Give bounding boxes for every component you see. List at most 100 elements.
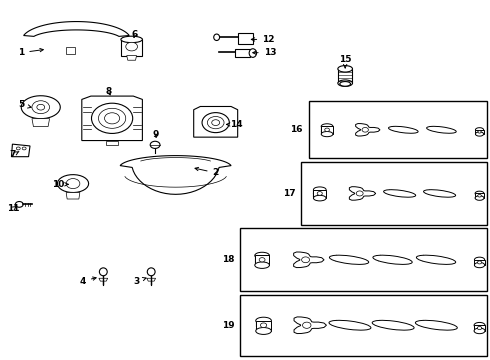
Ellipse shape bbox=[99, 268, 107, 276]
Circle shape bbox=[302, 257, 310, 263]
Ellipse shape bbox=[256, 328, 271, 334]
Ellipse shape bbox=[147, 268, 155, 276]
Polygon shape bbox=[66, 46, 74, 54]
Ellipse shape bbox=[416, 320, 457, 330]
Ellipse shape bbox=[214, 34, 220, 41]
Ellipse shape bbox=[423, 190, 456, 197]
Circle shape bbox=[317, 192, 322, 195]
Circle shape bbox=[126, 42, 138, 51]
Circle shape bbox=[98, 108, 126, 128]
Polygon shape bbox=[24, 22, 129, 36]
Polygon shape bbox=[321, 126, 333, 134]
Text: 1: 1 bbox=[18, 48, 43, 57]
Ellipse shape bbox=[255, 262, 270, 269]
Ellipse shape bbox=[255, 252, 270, 259]
Circle shape bbox=[22, 147, 26, 150]
Ellipse shape bbox=[314, 187, 326, 193]
Ellipse shape bbox=[372, 320, 414, 330]
Circle shape bbox=[32, 101, 49, 114]
Polygon shape bbox=[294, 317, 326, 334]
Circle shape bbox=[261, 323, 267, 328]
Text: 5: 5 bbox=[18, 100, 31, 109]
Polygon shape bbox=[338, 69, 352, 83]
Ellipse shape bbox=[314, 195, 326, 201]
Bar bbox=[309, 101, 487, 158]
Polygon shape bbox=[356, 123, 380, 136]
Text: 16: 16 bbox=[290, 125, 303, 134]
Ellipse shape bbox=[384, 190, 416, 197]
Polygon shape bbox=[475, 193, 484, 198]
Circle shape bbox=[362, 127, 368, 132]
Ellipse shape bbox=[427, 126, 456, 133]
Circle shape bbox=[15, 202, 23, 207]
Circle shape bbox=[325, 128, 329, 131]
Polygon shape bbox=[11, 144, 30, 157]
Polygon shape bbox=[127, 55, 137, 60]
Circle shape bbox=[66, 179, 80, 189]
Circle shape bbox=[37, 104, 45, 110]
Bar bbox=[240, 295, 487, 356]
Polygon shape bbox=[256, 321, 271, 331]
Circle shape bbox=[207, 117, 224, 129]
Text: 18: 18 bbox=[222, 255, 234, 264]
Circle shape bbox=[202, 113, 229, 132]
Bar bbox=[301, 162, 487, 225]
Ellipse shape bbox=[338, 80, 352, 86]
Ellipse shape bbox=[249, 49, 256, 57]
Circle shape bbox=[302, 322, 311, 328]
Text: 7: 7 bbox=[10, 150, 19, 159]
Text: 14: 14 bbox=[226, 120, 243, 129]
Ellipse shape bbox=[338, 66, 352, 72]
Ellipse shape bbox=[474, 257, 485, 262]
Polygon shape bbox=[238, 33, 253, 44]
Text: 17: 17 bbox=[283, 189, 295, 198]
Text: 9: 9 bbox=[153, 130, 159, 139]
Ellipse shape bbox=[389, 126, 418, 133]
Ellipse shape bbox=[474, 323, 485, 328]
Circle shape bbox=[478, 194, 481, 197]
Text: 6: 6 bbox=[132, 30, 138, 39]
Ellipse shape bbox=[321, 124, 333, 129]
Polygon shape bbox=[99, 278, 108, 281]
Circle shape bbox=[477, 327, 482, 330]
Polygon shape bbox=[314, 190, 326, 198]
Polygon shape bbox=[475, 130, 484, 134]
Circle shape bbox=[92, 103, 133, 134]
Polygon shape bbox=[57, 175, 89, 193]
Ellipse shape bbox=[475, 196, 484, 200]
Bar bbox=[240, 228, 487, 291]
Polygon shape bbox=[106, 140, 118, 145]
Circle shape bbox=[150, 141, 160, 148]
Polygon shape bbox=[474, 260, 485, 265]
Ellipse shape bbox=[474, 262, 485, 268]
Polygon shape bbox=[474, 325, 485, 331]
Text: 2: 2 bbox=[195, 167, 219, 177]
Ellipse shape bbox=[475, 132, 484, 136]
Polygon shape bbox=[121, 40, 143, 55]
Polygon shape bbox=[32, 119, 49, 127]
Polygon shape bbox=[82, 96, 143, 140]
Ellipse shape bbox=[329, 320, 371, 330]
Polygon shape bbox=[235, 49, 250, 57]
Circle shape bbox=[16, 147, 20, 150]
Circle shape bbox=[356, 191, 363, 196]
Polygon shape bbox=[120, 156, 231, 194]
Text: 8: 8 bbox=[105, 86, 111, 95]
Polygon shape bbox=[194, 107, 238, 137]
Circle shape bbox=[104, 113, 120, 124]
Text: 3: 3 bbox=[133, 276, 146, 285]
Ellipse shape bbox=[474, 328, 485, 334]
Ellipse shape bbox=[416, 255, 456, 264]
Text: 19: 19 bbox=[221, 321, 234, 330]
Polygon shape bbox=[255, 256, 270, 265]
Circle shape bbox=[478, 131, 481, 133]
Text: 11: 11 bbox=[7, 204, 19, 213]
Circle shape bbox=[259, 258, 265, 262]
Text: 13: 13 bbox=[253, 48, 276, 57]
Circle shape bbox=[477, 261, 482, 264]
Ellipse shape bbox=[329, 255, 369, 264]
Ellipse shape bbox=[256, 317, 271, 324]
Ellipse shape bbox=[475, 191, 484, 196]
Ellipse shape bbox=[373, 255, 412, 264]
Polygon shape bbox=[294, 252, 324, 267]
